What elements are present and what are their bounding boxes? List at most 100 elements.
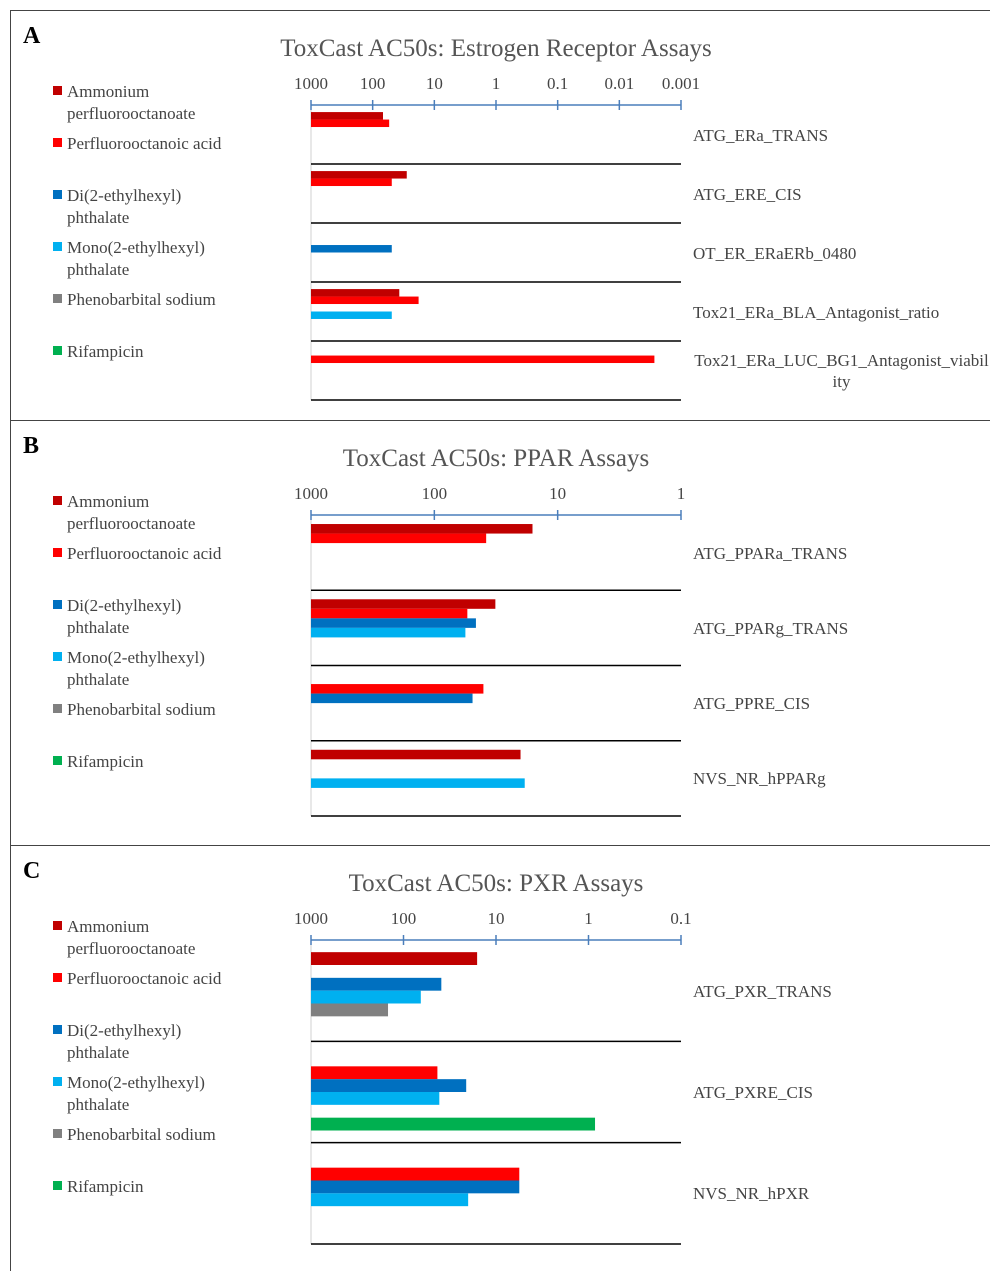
bar xyxy=(311,608,468,619)
legend-label: Ammonium perfluorooctanoate xyxy=(67,917,196,958)
legend-swatch xyxy=(53,138,62,147)
x-tick-label: 100 xyxy=(422,484,448,503)
bar xyxy=(311,1079,467,1092)
legend-label: Mono(2-ethylhexyl) phthalate xyxy=(67,648,205,689)
legend-swatch xyxy=(53,1077,62,1086)
category-label: ATG_ERa_TRANS xyxy=(693,125,829,145)
legend-swatch xyxy=(53,242,62,251)
bar xyxy=(311,990,421,1004)
category-label: Tox21_ERa_BLA_Antagonist_ratio xyxy=(693,302,940,322)
legend-entry: Ammonium perfluorooctanoate xyxy=(53,916,242,960)
bar xyxy=(311,618,476,628)
legend-entry: Phenobarbital sodium xyxy=(53,699,242,721)
bar xyxy=(311,355,655,364)
legend-swatch xyxy=(53,1181,62,1190)
legend-entry: Rifampicin xyxy=(53,341,242,363)
legend-entry: Di(2-ethylhexyl) phthalate xyxy=(53,595,242,639)
bar xyxy=(311,684,484,694)
x-tick-label: 100 xyxy=(360,74,386,93)
x-tick-label: 1000 xyxy=(294,74,328,93)
category-label: NVS_NR_hPXR xyxy=(693,1184,810,1204)
bar xyxy=(311,693,473,704)
x-tick-label: 0.001 xyxy=(662,74,700,93)
chart: 1000 100 10 1 0.1 0.01 0.001 xyxy=(294,74,700,401)
legend-entry: Rifampicin xyxy=(53,1176,242,1198)
legend-swatch xyxy=(53,921,62,930)
legend-swatch xyxy=(53,190,62,199)
legend-label: Perfluorooctanoic acid xyxy=(67,134,222,153)
legend-entry: Di(2-ethylhexyl) phthalate xyxy=(53,185,242,229)
legend-entry: Perfluorooctanoic acid xyxy=(53,543,242,565)
bar xyxy=(311,119,390,128)
legend-entry: Ammonium perfluorooctanoate xyxy=(53,81,242,125)
bar xyxy=(311,1003,389,1017)
legend-swatch xyxy=(53,1129,62,1138)
panel: B ToxCast AC50s: PPAR Assays Ammonium perf… xyxy=(10,420,990,845)
bar xyxy=(311,1193,469,1207)
legend-label: Phenobarbital sodium xyxy=(67,700,216,719)
legend-label: Mono(2-ethylhexyl) phthalate xyxy=(67,1073,205,1114)
legend-label: Rifampicin xyxy=(67,1177,144,1196)
legend-entry: Rifampicin xyxy=(53,751,242,773)
legend-swatch xyxy=(53,704,62,713)
legend-swatch xyxy=(53,496,62,505)
category-label: Tox21_ERa_LUC_BG1_Antagonist_viability xyxy=(694,351,989,391)
legend-swatch xyxy=(53,294,62,303)
legend-entry: Mono(2-ethylhexyl) phthalate xyxy=(53,1072,242,1116)
x-tick-label: 1000 xyxy=(294,484,328,503)
legend-label: Rifampicin xyxy=(67,342,144,361)
chart-title: ToxCast AC50s: Estrogen Receptor Assays xyxy=(280,35,712,62)
legend-swatch xyxy=(53,1025,62,1034)
bar xyxy=(311,112,383,120)
legend-swatch xyxy=(53,86,62,95)
category-label: OT_ER_ERaERb_0480 xyxy=(693,243,857,263)
category-label: ATG_PPRE_CIS xyxy=(693,694,811,714)
panel-label: C xyxy=(23,858,41,884)
legend-label: Rifampicin xyxy=(67,752,144,771)
bar xyxy=(311,1167,520,1181)
bar xyxy=(311,524,533,534)
chart: 1000 100 10 1 0.1 xyxy=(294,909,692,1245)
bar xyxy=(311,311,392,319)
category-label: NVS_NR_hPPARg xyxy=(693,769,826,789)
category-label: ATG_PPARa_TRANS xyxy=(693,543,848,563)
bar xyxy=(311,533,487,544)
legend-label: Di(2-ethylhexyl) phthalate xyxy=(67,186,182,227)
x-tick-label: 0.01 xyxy=(604,74,634,93)
legend-swatch xyxy=(53,600,62,609)
bar xyxy=(311,289,400,297)
legend-swatch xyxy=(53,346,62,355)
bar xyxy=(311,1180,520,1194)
bar xyxy=(311,1066,438,1080)
x-tick-label: 1000 xyxy=(294,909,328,928)
bar xyxy=(311,627,466,638)
chart: 1000 100 10 1 xyxy=(294,484,686,817)
category-label: ATG_PXRE_CIS xyxy=(693,1083,813,1102)
legend-entry: Phenobarbital sodium xyxy=(53,289,242,311)
x-tick-label: 10 xyxy=(488,909,505,928)
legend-entry: Mono(2-ethylhexyl) phthalate xyxy=(53,237,242,281)
category-label: ATG_ERE_CIS xyxy=(693,184,802,204)
panel-label: B xyxy=(23,433,40,459)
bar xyxy=(311,1092,440,1105)
legend-label: Phenobarbital sodium xyxy=(67,290,216,309)
legend-swatch xyxy=(53,756,62,765)
bar xyxy=(311,749,521,760)
legend-label: Ammonium perfluorooctanoate xyxy=(67,82,196,123)
x-tick-label: 1 xyxy=(584,909,593,928)
legend-swatch xyxy=(53,548,62,557)
bar xyxy=(311,178,392,187)
bar xyxy=(311,977,442,991)
legend-entry: Phenobarbital sodium xyxy=(53,1124,242,1146)
legend-label: Perfluorooctanoic acid xyxy=(67,544,222,563)
panel: C ToxCast AC50s: PXR Assays Ammonium perfl… xyxy=(10,845,990,1271)
panel: A ToxCast AC50s: Estrogen Receptor Assays… xyxy=(10,10,990,420)
x-tick-label: 1 xyxy=(677,484,686,503)
legend-entry: Mono(2-ethylhexyl) phthalate xyxy=(53,647,242,691)
panel-label: A xyxy=(23,23,41,49)
chart-title: ToxCast AC50s: PXR Assays xyxy=(348,870,644,897)
x-tick-label: 10 xyxy=(549,484,566,503)
bar xyxy=(311,245,392,253)
x-tick-label: 100 xyxy=(391,909,417,928)
